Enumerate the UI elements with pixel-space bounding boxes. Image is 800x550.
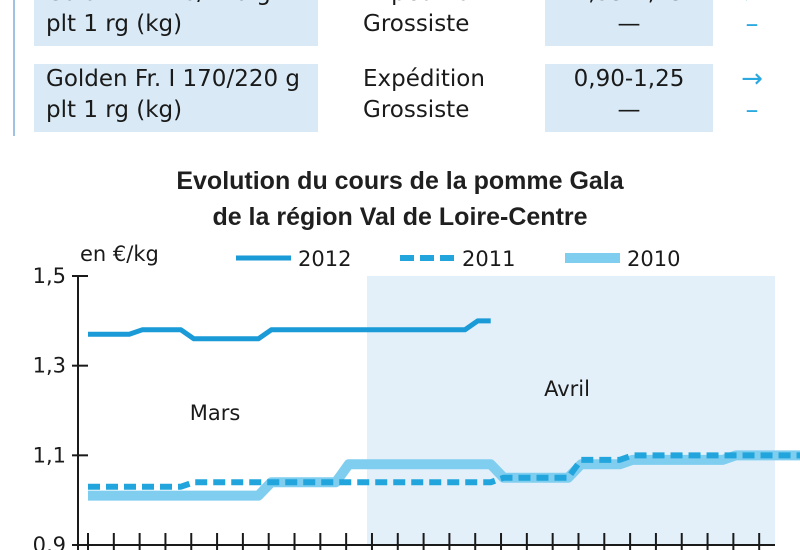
product-packaging: plt 1 rg (kg) (46, 11, 183, 37)
stage-grossiste: Grossiste (363, 97, 470, 123)
trend-up-arrow-icon: ↗ (722, 0, 782, 9)
price-grossiste: — (617, 11, 641, 37)
y-tick-label: 1,5 (33, 264, 66, 288)
series-line-2011 (88, 452, 800, 490)
legend-label-2012: 2012 (298, 247, 351, 271)
product-cell: Golden Fr. I 170/220 g plt 1 rg (kg) (34, 64, 318, 132)
y-tick-label: 1,3 (33, 354, 66, 378)
stage-cell: Expédition Grossiste (363, 0, 533, 46)
product-packaging: plt 1 rg (kg) (46, 97, 183, 123)
trend-right-arrow-icon: → (741, 64, 763, 94)
table-row: Gala Fr. I 170/220 g plt 1 rg (kg) Expéd… (0, 0, 800, 46)
price-expedition: 1,35-1,45 (545, 0, 713, 9)
period-label-avril: Avril (544, 377, 590, 401)
legend-label-2010: 2010 (627, 247, 680, 271)
table-divider (13, 0, 15, 136)
stage-grossiste: Grossiste (363, 11, 470, 37)
legend-label-2011: 2011 (462, 247, 515, 271)
period-label-mars: Mars (190, 401, 241, 425)
product-name: Gala Fr. I 170/220 g (46, 0, 318, 9)
price-table: Gala Fr. I 170/220 g plt 1 rg (kg) Expéd… (0, 0, 800, 150)
stage-expedition: Expédition (363, 0, 533, 9)
price-chart: Evolution du cours de la pomme Gala de l… (0, 150, 800, 550)
price-cell: 0,90-1,25 — (545, 64, 713, 132)
product-cell: Gala Fr. I 170/220 g plt 1 rg (kg) (34, 0, 318, 46)
trend-dash-icon: – (745, 95, 759, 125)
series-line-2010 (88, 450, 800, 501)
price-grossiste: — (617, 97, 641, 123)
y-axis-unit-label: en €/kg (80, 242, 159, 266)
series-line-2012 (88, 318, 491, 342)
product-name: Golden Fr. I 170/220 g (46, 66, 300, 92)
stage-expedition: Expédition (363, 66, 485, 92)
trend-cell: → – (722, 64, 782, 132)
y-tick-label: 0,9 (33, 533, 66, 550)
trend-dash-icon: – (745, 9, 759, 39)
avril-background (366, 276, 775, 545)
stage-cell: Expédition Grossiste (363, 64, 533, 132)
chart-title: Evolution du cours de la pomme Gala (176, 167, 624, 195)
trend-cell: ↗ – (722, 0, 782, 46)
price-expedition: 0,90-1,25 (573, 66, 685, 92)
y-tick-label: 1,1 (33, 443, 66, 467)
price-cell: 1,35-1,45 — (545, 0, 713, 46)
table-row: Golden Fr. I 170/220 g plt 1 rg (kg) Exp… (0, 64, 800, 132)
chart-subtitle: de la région Val de Loire-Centre (212, 203, 588, 231)
